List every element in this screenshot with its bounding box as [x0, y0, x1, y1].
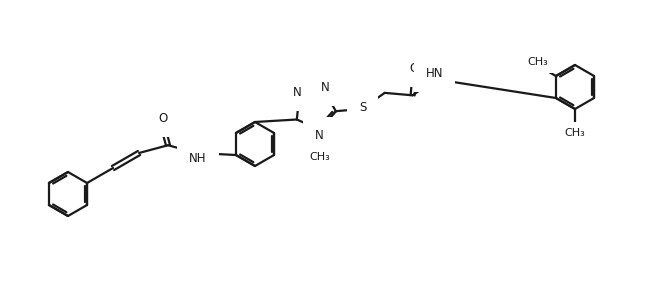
Text: S: S — [359, 102, 367, 114]
Text: O: O — [158, 113, 167, 125]
Text: O: O — [410, 62, 419, 75]
Text: N: N — [321, 81, 330, 94]
Text: HN: HN — [426, 67, 444, 80]
Text: CH₃: CH₃ — [527, 57, 548, 67]
Text: N: N — [315, 129, 324, 142]
Text: CH₃: CH₃ — [309, 151, 330, 162]
Text: NH: NH — [189, 151, 207, 164]
Text: N: N — [293, 87, 301, 100]
Text: CH₃: CH₃ — [564, 128, 586, 138]
